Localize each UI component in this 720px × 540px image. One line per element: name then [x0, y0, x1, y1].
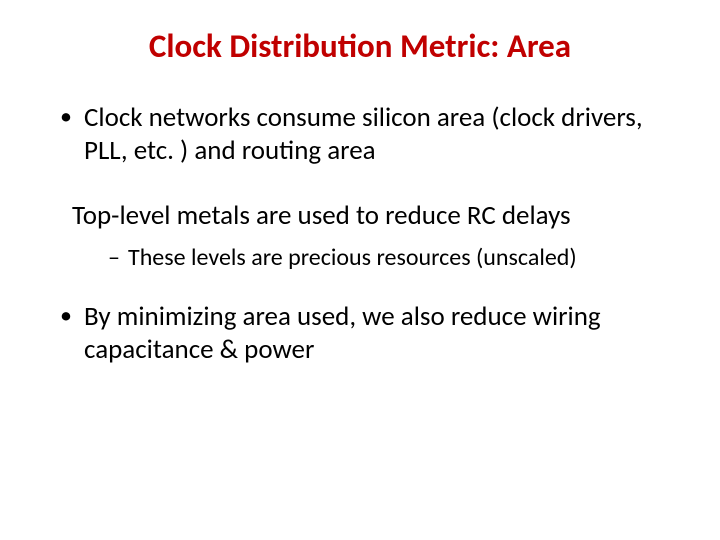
slide-title: Clock Distribution Metric: Area	[30, 28, 690, 66]
bullet-list-top: Clock networks consume silicon area (clo…	[30, 102, 690, 168]
bullet-text: Clock networks consume silicon area (clo…	[84, 101, 643, 167]
bullet-text: By minimizing area used, we also reduce …	[84, 300, 601, 366]
sub-bullet-text: These levels are precious resources (uns…	[128, 243, 577, 272]
slide: Clock Distribution Metric: Area Clock ne…	[0, 0, 720, 540]
sub-bullet-item: These levels are precious resources (uns…	[108, 243, 680, 273]
bullet-item: By minimizing area used, we also reduce …	[60, 301, 680, 367]
plain-line: Top-level metals are used to reduce RC d…	[72, 200, 680, 233]
bullet-item: Clock networks consume silicon area (clo…	[60, 102, 680, 168]
sub-bullet-list: These levels are precious resources (uns…	[30, 243, 690, 273]
bullet-list-bottom: By minimizing area used, we also reduce …	[30, 301, 690, 367]
